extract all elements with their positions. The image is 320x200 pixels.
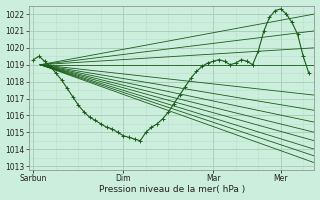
X-axis label: Pression niveau de la mer( hPa ): Pression niveau de la mer( hPa ) (99, 185, 245, 194)
